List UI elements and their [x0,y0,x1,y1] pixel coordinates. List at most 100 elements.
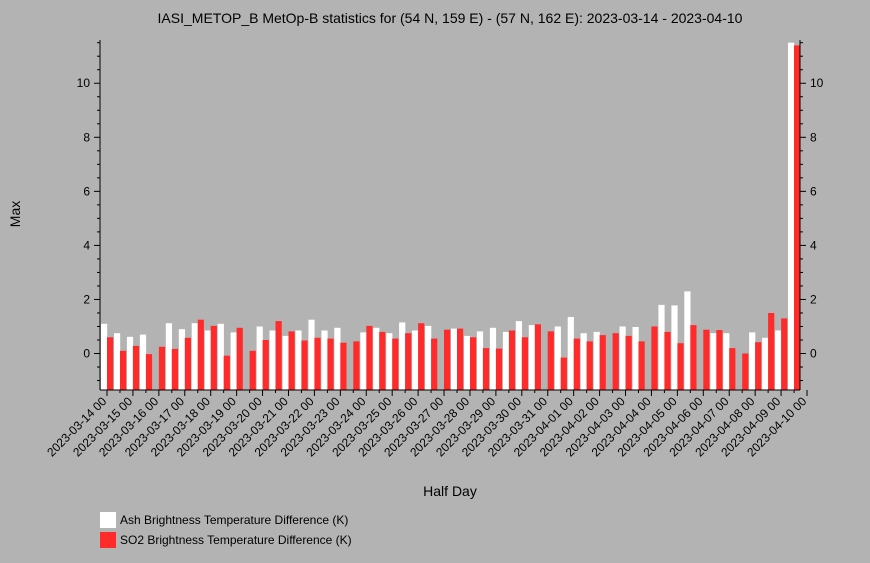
so2-bar [223,355,230,390]
y-tick-label-right: 8 [810,130,817,144]
y-axis-label: Max [7,201,23,227]
ash-bar [373,327,380,390]
ash-bar [632,327,639,390]
ash-bar [684,291,691,390]
ash-bar [723,333,730,390]
ash-bar [308,319,315,390]
so2-bar [353,341,360,390]
so2-bar [508,330,516,390]
so2-bar [145,354,153,390]
so2-bar [547,331,554,390]
so2-bar [677,343,684,390]
so2-bar [534,324,541,390]
ash-bar [788,42,795,390]
legend-label-ash: Ash Brightness Temperature Difference (K… [120,513,348,527]
so2-bar [638,341,645,390]
x-axis-label: Half Day [423,483,477,499]
so2-bar [327,338,334,390]
y-tick-label-right: 4 [810,238,817,252]
so2-bar [418,323,425,390]
legend: Ash Brightness Temperature Difference (K… [100,512,352,548]
so2-bar [573,338,580,390]
y-tick-label-right: 0 [810,347,817,361]
ash-bar [464,335,471,390]
ash-bar [412,330,419,390]
so2-bar [197,319,204,390]
so2-bar [366,325,373,390]
ash-bar [502,331,510,390]
so2-bar [664,331,671,390]
y-tick-label: 6 [83,184,90,198]
so2-bar [275,321,282,390]
y-tick-label-right: 6 [810,184,817,198]
so2-bar [132,345,140,390]
so2-bar [560,357,567,390]
ash-bar [230,332,237,390]
ash-bar [114,333,121,390]
ash-bar [269,330,276,390]
ash-bar [489,327,497,390]
so2-bar [781,318,788,390]
so2-bar [236,327,243,390]
so2-bar [444,329,451,390]
ash-bar [191,323,198,390]
legend-label-so2: SO2 Brightness Temperature Difference (K… [120,533,352,547]
so2-bar [262,340,269,390]
ash-bar [425,325,432,390]
ash-bar [386,333,393,390]
so2-bar [651,326,658,390]
so2-bar [599,335,606,390]
legend-swatch-ash [100,512,116,528]
ash-bar [580,333,587,390]
so2-bar [768,313,775,390]
ash-bar [528,325,535,390]
y-tick-label: 2 [83,292,90,306]
so2-bar [405,333,412,390]
ash-bar [101,323,108,390]
y-tick-label: 8 [83,130,90,144]
ash-bar [256,326,263,390]
ash-bar [126,336,134,390]
so2-bar [716,330,723,390]
ash-bar [360,332,367,390]
so2-bar [379,331,386,390]
so2-bar [457,328,464,390]
y-tick-label-right: 2 [810,292,817,306]
ash-bar [775,330,782,390]
so2-bar [392,338,399,390]
ash-bar [399,322,406,390]
chart-title: IASI_METOP_B MetOp-B statistics for (54 … [158,10,743,26]
so2-bar [729,348,736,390]
so2-bar [184,337,191,390]
so2-bar [742,353,749,390]
bars [101,42,801,391]
so2-bar [210,325,217,390]
so2-bar [470,337,477,390]
y-tick-label: 10 [77,76,91,90]
ash-bar [217,323,224,390]
ash-bar [593,331,600,390]
so2-bar [482,348,490,390]
so2-bar [301,340,308,390]
ash-bar [762,337,769,390]
so2-bar [107,337,114,390]
so2-bar [158,346,166,390]
y-tick-label-right: 10 [810,76,824,90]
so2-bar [431,338,438,390]
ash-bar [567,317,574,390]
so2-bar [495,348,503,390]
so2-bar [340,342,347,390]
so2-bar [690,325,697,390]
ash-bar [749,332,756,390]
legend-swatch-so2 [100,532,116,548]
so2-bar [612,333,619,390]
so2-bar [625,335,632,390]
so2-bar [703,329,710,390]
so2-bar [314,337,321,390]
ash-bar [204,330,211,390]
ash-bar [619,326,626,390]
ash-bar [282,335,289,390]
so2-bar [586,341,593,390]
